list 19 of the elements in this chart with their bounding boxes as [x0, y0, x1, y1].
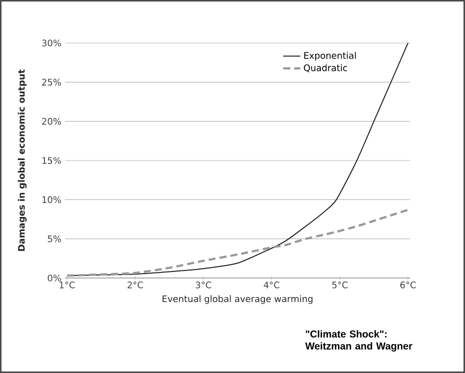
- x-tick-label: 3°C: [196, 282, 212, 288]
- x-tick-label: 6°C: [400, 282, 416, 288]
- x-tick-label: 1°C: [60, 282, 75, 288]
- y-tick-label: 10%: [42, 196, 61, 204]
- x-axis-title: Eventual global average warming: [162, 295, 312, 304]
- y-tick-label: 20%: [42, 118, 61, 125]
- y-axis-title: Damages in global economic output: [18, 70, 27, 251]
- x-tick-label: 5°C: [332, 282, 348, 288]
- legend-label: Exponential: [304, 52, 356, 61]
- y-tick-label: 25%: [42, 78, 61, 86]
- x-tick-label: 2°C: [128, 282, 143, 288]
- y-tick-label: 30%: [42, 40, 61, 46]
- y-tick-label: 0%: [48, 274, 61, 282]
- y-tick-label: 5%: [48, 235, 61, 242]
- legend-label: Quadratic: [304, 64, 348, 72]
- line-series: [66, 208, 410, 277]
- y-tick-label: 15%: [42, 157, 61, 164]
- x-tick-label: 4°C: [264, 282, 280, 288]
- text: "Climate Shock": Weitzman and Wagner: [305, 330, 412, 352]
